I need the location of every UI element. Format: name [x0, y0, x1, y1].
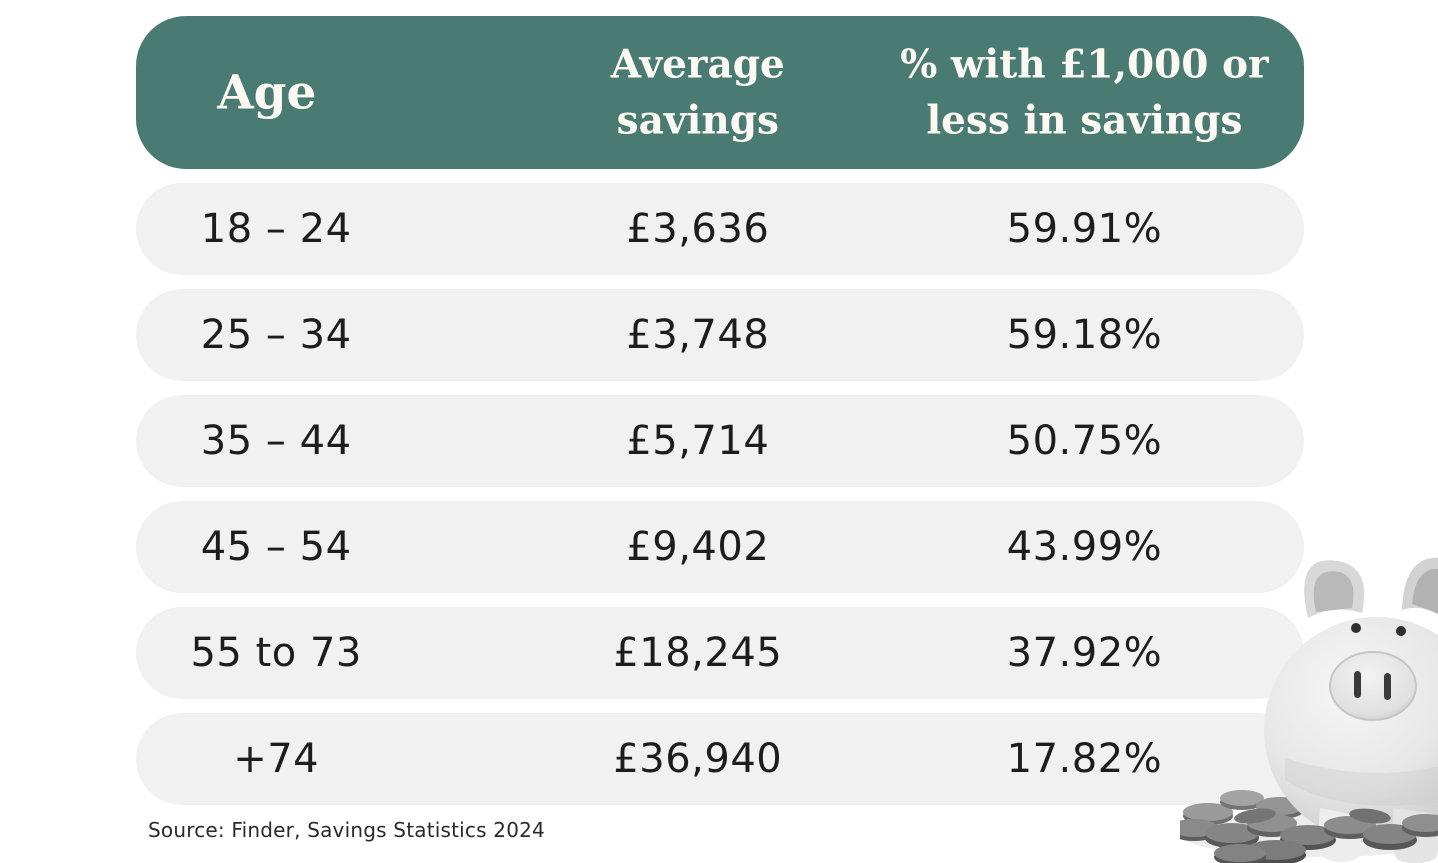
cell-average-savings: £3,636: [626, 206, 770, 252]
cell-age: 25 – 34: [200, 312, 352, 358]
header-average-savings: Average savings: [611, 36, 785, 149]
source-note: Source: Finder, Savings Statistics 2024: [148, 818, 545, 842]
table-row: 55 to 73 £18,245 37.92%: [136, 607, 1304, 699]
cell-pct: 59.18%: [1006, 312, 1163, 358]
cell-age: 55 to 73: [190, 630, 362, 676]
cell-average-savings: £18,245: [613, 630, 783, 676]
table-header: Age Average savings % with £1,000 or les…: [136, 16, 1304, 169]
cell-age: 45 – 54: [200, 524, 352, 570]
cell-pct: 59.91%: [1006, 206, 1163, 252]
piggy-bank-icon: [1180, 557, 1438, 863]
cell-age: +74: [233, 736, 320, 782]
cell-pct: 37.92%: [1006, 630, 1163, 676]
cell-average-savings: £3,748: [626, 312, 770, 358]
header-average-savings-line1: Average: [610, 40, 785, 87]
savings-table: Age Average savings % with £1,000 or les…: [136, 16, 1304, 819]
cell-average-savings: £5,714: [626, 418, 770, 464]
header-pct-low-savings-line1: % with £1,000 or: [900, 40, 1269, 87]
table-row: +74 £36,940 17.82%: [136, 713, 1304, 805]
cell-age: 35 – 44: [200, 418, 352, 464]
cell-age: 18 – 24: [200, 206, 352, 252]
table-row: 45 – 54 £9,402 43.99%: [136, 501, 1304, 593]
header-pct-low-savings-line2: less in savings: [926, 97, 1243, 144]
cell-pct: 43.99%: [1006, 524, 1163, 570]
table-row: 18 – 24 £3,636 59.91%: [136, 183, 1304, 275]
header-pct-low-savings: % with £1,000 or less in savings: [900, 36, 1268, 149]
table-row: 25 – 34 £3,748 59.18%: [136, 289, 1304, 381]
table-row: 35 – 44 £5,714 50.75%: [136, 395, 1304, 487]
coin-pile-front: [1180, 808, 1438, 863]
cell-average-savings: £9,402: [626, 524, 770, 570]
pig-body: [1264, 557, 1438, 863]
header-average-savings-line2: savings: [616, 97, 779, 144]
cell-pct: 17.82%: [1006, 736, 1163, 782]
cell-average-savings: £36,940: [613, 736, 783, 782]
cell-pct: 50.75%: [1006, 418, 1163, 464]
header-age: Age: [217, 65, 317, 120]
